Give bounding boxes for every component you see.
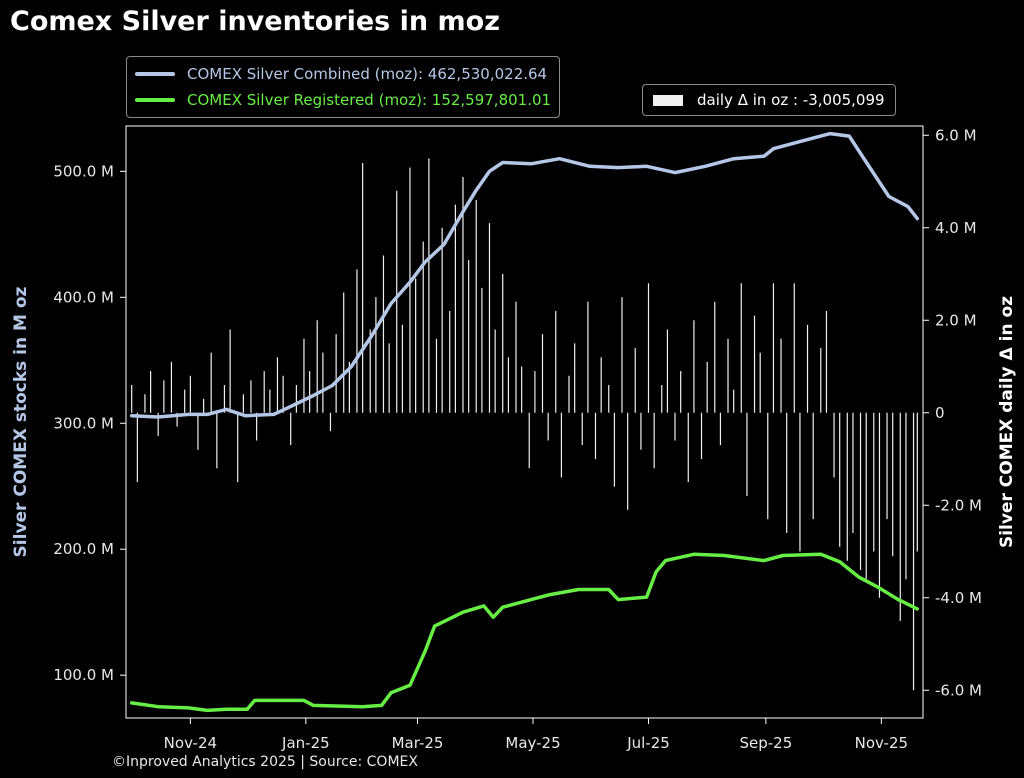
daily-delta-bars [131, 158, 918, 691]
legend-item-combined: COMEX Silver Combined (moz): 462,530,022… [135, 61, 551, 87]
x-tick-label: Mar-25 [392, 734, 444, 752]
chart-title: Comex Silver inventories in moz [10, 6, 500, 37]
left-tick-label: 200.0 M [53, 540, 114, 558]
source-credit: ©Inproved Analytics 2025 | Source: COMEX [112, 754, 418, 770]
right-axis: -6.0 M -4.0 M -2.0 M 0 2.0 M 4.0 M 6.0 M [923, 126, 982, 699]
x-tick-label: Jan-25 [281, 734, 330, 752]
legend-swatch-combined [135, 72, 175, 76]
legend-item-daily: daily Δ in oz : -3,005,099 [653, 87, 885, 113]
legend-swatch-registered [135, 98, 175, 102]
combined-line [129, 131, 920, 419]
x-tick-label: Jul-25 [626, 734, 670, 752]
x-tick-label: Sep-25 [739, 734, 792, 752]
legend-item-registered: COMEX Silver Registered (moz): 152,597,8… [135, 87, 551, 113]
left-axis: 100.0 M 200.0 M 300.0 M 400.0 M 500.0 M [53, 162, 126, 684]
right-tick-label: 0 [935, 404, 945, 422]
x-tick-label: Nov-24 [164, 734, 217, 752]
legend-swatch-daily [653, 94, 683, 106]
legend-label-combined: COMEX Silver Combined (moz): 462,530,022… [187, 65, 548, 83]
legend-label-daily: daily Δ in oz : -3,005,099 [697, 91, 885, 109]
legend-bars: daily Δ in oz : -3,005,099 [642, 84, 896, 116]
x-tick-label: Nov-25 [855, 734, 908, 752]
right-tick-label: -6.0 M [935, 681, 982, 699]
registered-line [129, 552, 920, 713]
left-tick-label: 400.0 M [53, 288, 114, 306]
x-axis: Nov-24 Jan-25 Mar-25 May-25 Jul-25 Sep-25 Nov-… [164, 718, 908, 752]
legend-label-registered: COMEX Silver Registered (moz): 152,597,8… [187, 91, 552, 109]
left-tick-label: 500.0 M [53, 162, 114, 180]
left-axis-label: Silver COMEX stocks in M oz [11, 286, 31, 557]
x-tick-label: May-25 [505, 734, 560, 752]
right-tick-label: 4.0 M [935, 219, 977, 237]
left-tick-label: 300.0 M [53, 414, 114, 432]
right-tick-label: 6.0 M [935, 126, 977, 144]
right-axis-label: Silver COMEX daily Δ in oz [997, 296, 1017, 548]
left-tick-label: 100.0 M [53, 666, 114, 684]
right-tick-label: -2.0 M [935, 496, 982, 514]
legend-lines: COMEX Silver Combined (moz): 462,530,022… [126, 56, 561, 118]
right-tick-label: 2.0 M [935, 311, 977, 329]
right-tick-label: -4.0 M [935, 589, 982, 607]
plot-frame [125, 125, 924, 719]
